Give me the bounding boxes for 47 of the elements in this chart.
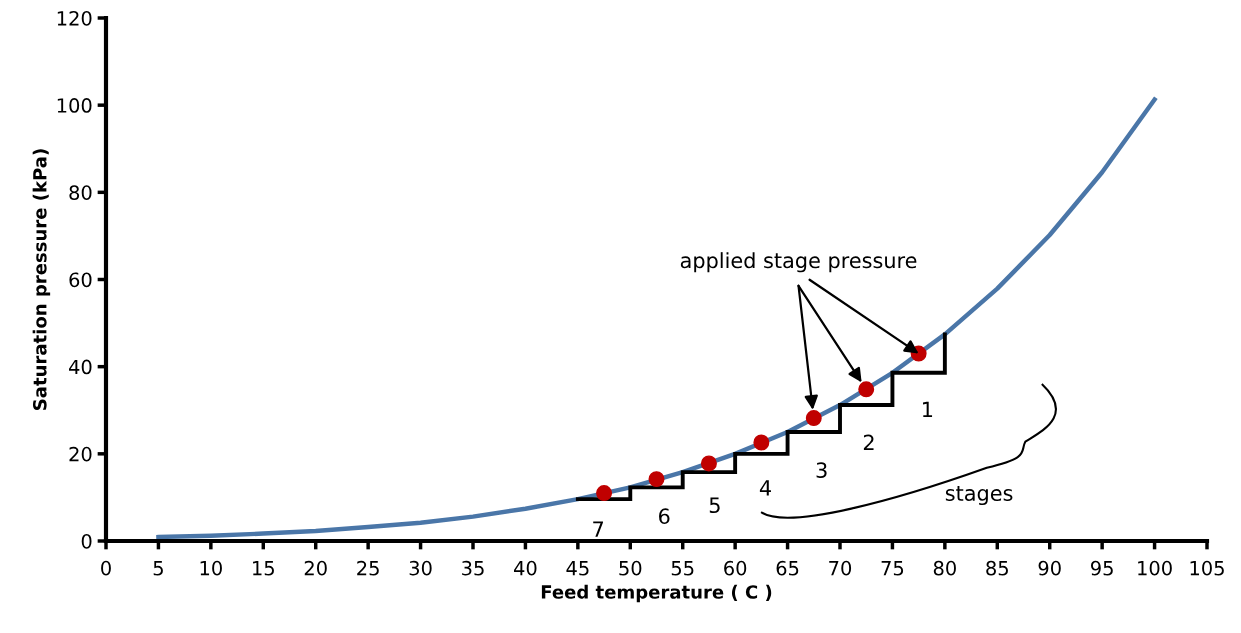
x-tick-label: 15 <box>253 561 274 576</box>
x-tick-label: 100 <box>1138 560 1172 576</box>
point <box>648 471 665 488</box>
x-tick-label: 65 <box>776 560 799 576</box>
point <box>753 434 770 451</box>
x-tick-label: 45 <box>566 561 589 576</box>
annotation: stages <box>945 486 1013 506</box>
x-tick-label: 40 <box>514 560 537 576</box>
y-tick-label: 120 <box>57 10 92 26</box>
point <box>805 410 822 427</box>
x-tick-label: 50 <box>619 560 642 576</box>
annotation: applied stage pressure <box>680 252 917 273</box>
y-axis-title: Saturation pressure (kPa) <box>32 149 51 410</box>
x-tick-label: 10 <box>200 560 222 576</box>
x-tick-label: 95 <box>1091 560 1113 576</box>
y-tick-label: 60 <box>69 272 92 288</box>
x-tick-label: 75 <box>881 561 904 576</box>
x-tick-label: 5 <box>153 561 163 576</box>
y-tick-label: 80 <box>69 185 92 200</box>
x-tick-label: 105 <box>1190 560 1224 576</box>
x-tick-label: 85 <box>986 560 1008 576</box>
y-tick-label: 40 <box>69 359 92 375</box>
y-tick-label: 20 <box>69 446 92 462</box>
x-tick-label: 55 <box>671 561 694 576</box>
x-tick-label: 60 <box>724 560 747 576</box>
x-tick-label: 90 <box>1038 560 1061 576</box>
x-tick-label: 25 <box>357 560 379 576</box>
annotation: 5 <box>709 497 720 514</box>
annotation: 2 <box>863 434 874 450</box>
annotation: 4 <box>759 480 771 496</box>
x-tick-label: 20 <box>304 560 327 576</box>
annotation: 1 <box>923 401 933 418</box>
point <box>858 381 875 398</box>
point <box>596 485 613 502</box>
annotation: 7 <box>593 521 603 537</box>
y-tick-label: 100 <box>57 98 92 113</box>
x-tick-label: 80 <box>933 560 956 576</box>
annotation: 3 <box>816 462 827 479</box>
x-tick-label: 70 <box>829 560 852 576</box>
annotation: 6 <box>659 508 670 525</box>
point <box>700 455 717 472</box>
line-series <box>156 97 1157 540</box>
y-tick-label: 0 <box>81 533 92 549</box>
x-tick-label: 35 <box>462 560 484 576</box>
x-tick-label: 30 <box>409 560 432 576</box>
x-axis-title: Feed temperature ( C ) <box>541 584 772 603</box>
x-tick-label: 0 <box>101 560 111 576</box>
